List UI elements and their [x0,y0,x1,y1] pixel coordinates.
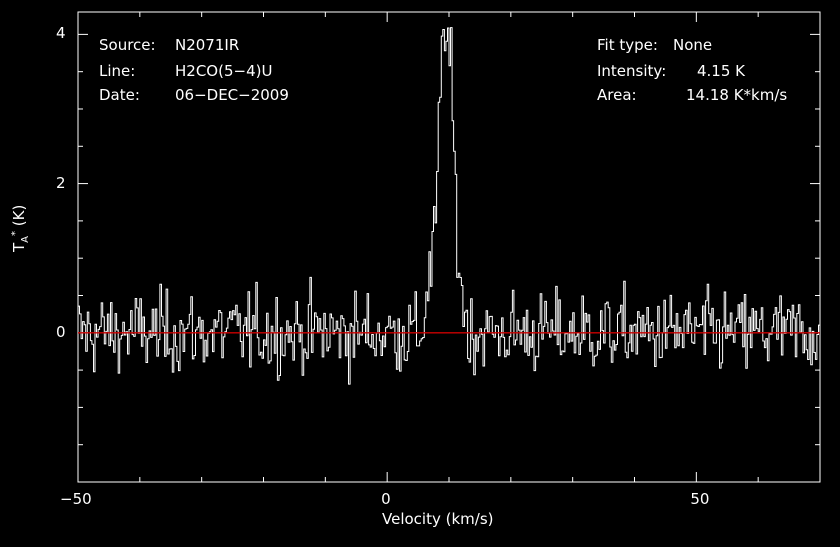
area-value: 14.18 K*km/s [686,86,788,104]
x-axis-title: Velocity (km/s) [382,510,494,528]
fit-type-value: None [673,36,713,54]
x-tick-label: −50 [60,490,92,508]
line-value: H2CO(5−4)U [175,62,273,80]
date-value: 06−DEC−2009 [175,86,289,104]
line-label: Line: [99,62,136,80]
x-tick-label: 50 [690,490,710,508]
source-value: N2071IR [175,36,240,54]
intensity-value: 4.15 K [697,62,746,80]
source-label: Source: [99,36,156,54]
x-tick-label: 0 [381,490,391,508]
spectrum-trace [78,27,820,385]
y-tick-label: 2 [56,173,66,192]
intensity-label: Intensity: [597,62,667,80]
area-label: Area: [597,86,637,104]
y-tick-label: 0 [56,322,66,341]
y-axis-title: TA* (K) [10,204,31,252]
date-label: Date: [99,86,140,104]
fit-type-label: Fit type: [597,36,658,54]
plot-frame [77,11,821,483]
axis-ticks [77,12,821,483]
y-tick-label: 4 [56,24,66,43]
